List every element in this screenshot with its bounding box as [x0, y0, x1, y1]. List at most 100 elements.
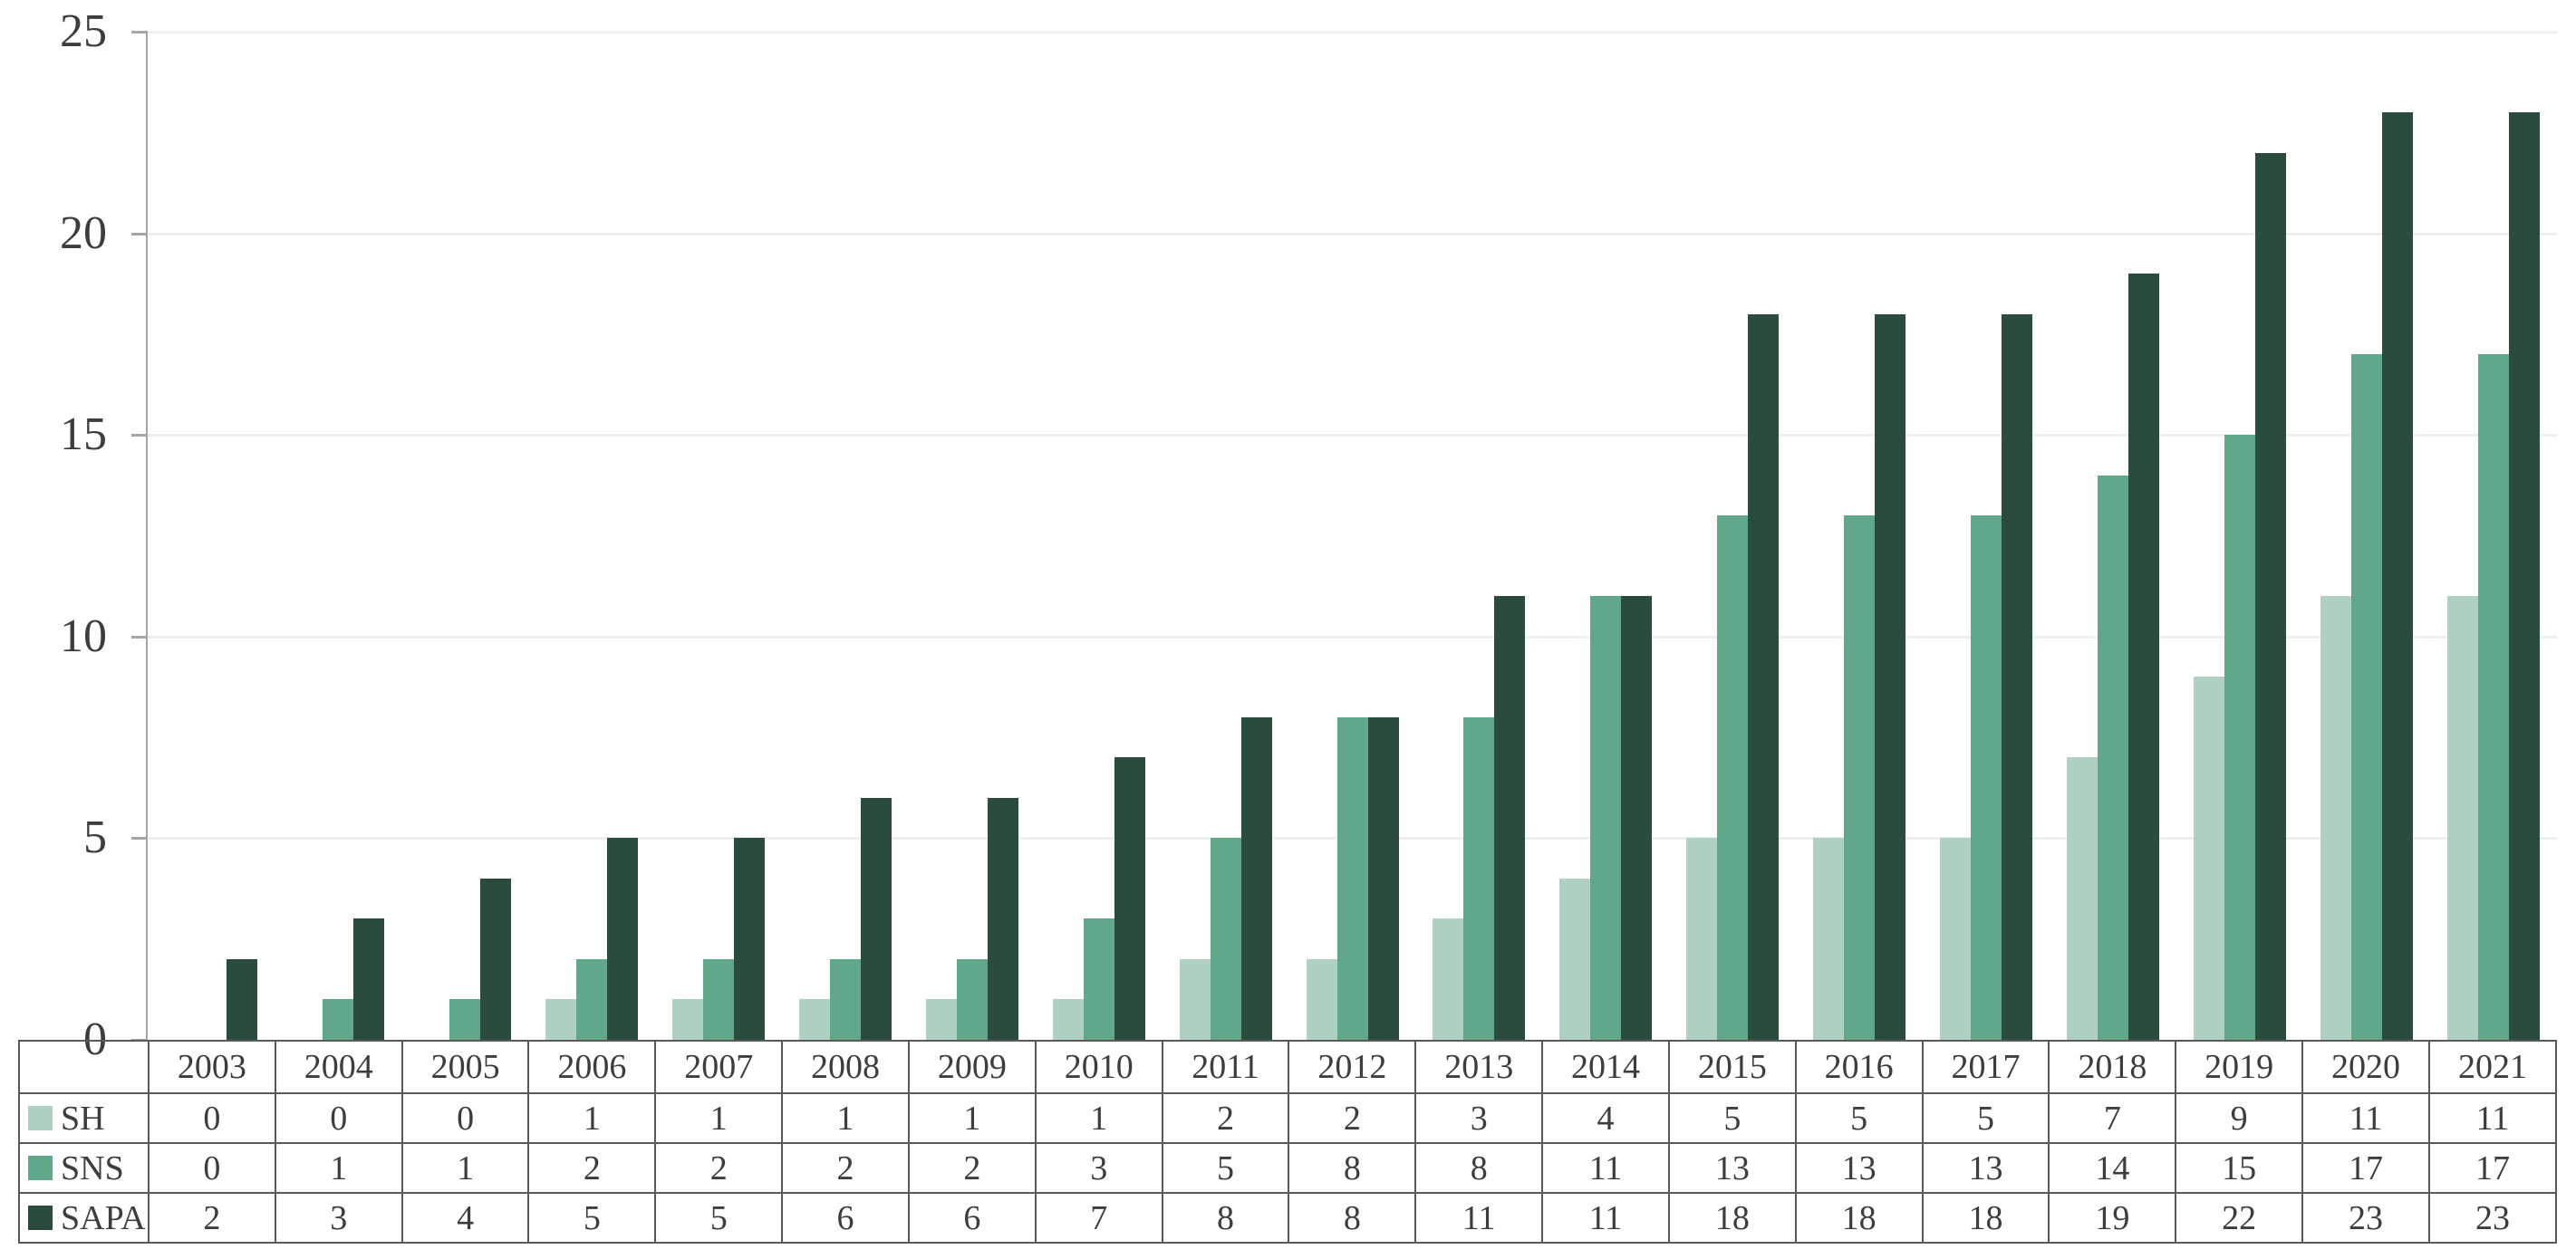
- value-cell-sh-2012: 2: [1288, 1092, 1417, 1144]
- value-cell-sapa-2012: 8: [1288, 1192, 1417, 1244]
- value-cell-sns-2019: 15: [2175, 1142, 2304, 1194]
- legend-cell-sh: SH: [18, 1092, 150, 1144]
- year-header-2016: 2016: [1794, 1040, 1924, 1094]
- y-axis-tick-25: [131, 31, 148, 34]
- bar-sns-2020: [2351, 354, 2382, 1040]
- bar-sapa-2010: [1114, 757, 1145, 1040]
- legend-swatch-sapa: [28, 1206, 53, 1230]
- value-cell-sh-2009: 1: [907, 1092, 1037, 1144]
- value-cell-sh-2003: 0: [148, 1092, 276, 1144]
- bar-sh-2021: [2447, 596, 2478, 1040]
- value-cell-sapa-2020: 23: [2301, 1192, 2430, 1244]
- legend-label-sh: SH: [61, 1099, 105, 1138]
- value-cell-sns-2004: 1: [274, 1142, 403, 1194]
- year-header-2020: 2020: [2301, 1040, 2430, 1094]
- value-cell-sns-2009: 2: [907, 1142, 1037, 1194]
- value-cell-sh-2004: 0: [274, 1092, 403, 1144]
- value-cell-sapa-2016: 18: [1794, 1192, 1924, 1244]
- bar-sapa-2012: [1368, 717, 1399, 1040]
- bar-sns-2010: [1084, 918, 1114, 1040]
- bar-sapa-2005: [480, 879, 511, 1040]
- bar-sapa-2004: [353, 918, 384, 1040]
- bar-sapa-2015: [1748, 314, 1779, 1040]
- value-cell-sns-2020: 17: [2301, 1142, 2430, 1194]
- value-cell-sns-2014: 11: [1541, 1142, 1670, 1194]
- value-cell-sns-2007: 2: [654, 1142, 784, 1194]
- bar-sh-2011: [1180, 959, 1211, 1040]
- value-cell-sh-2013: 3: [1414, 1092, 1544, 1144]
- gridline-15: [148, 434, 2557, 437]
- value-cell-sapa-2004: 3: [274, 1192, 403, 1244]
- bar-sh-2020: [2320, 596, 2351, 1040]
- value-cell-sh-2018: 7: [2048, 1092, 2177, 1144]
- bar-sh-2007: [672, 999, 703, 1040]
- value-cell-sapa-2015: 18: [1667, 1192, 1797, 1244]
- value-cell-sapa-2005: 4: [400, 1192, 530, 1244]
- value-cell-sapa-2019: 22: [2175, 1192, 2304, 1244]
- bar-sapa-2008: [861, 798, 892, 1040]
- bar-sns-2007: [703, 959, 734, 1040]
- bar-sapa-2007: [734, 838, 765, 1040]
- bar-sapa-2006: [607, 838, 638, 1040]
- value-cell-sns-2013: 8: [1414, 1142, 1544, 1194]
- bar-sns-2013: [1463, 717, 1494, 1040]
- value-cell-sns-2003: 0: [148, 1142, 276, 1194]
- year-header-2021: 2021: [2427, 1040, 2558, 1094]
- value-cell-sapa-2009: 6: [907, 1192, 1037, 1244]
- legend-swatch-sh: [28, 1106, 53, 1130]
- y-axis-tick-5: [131, 837, 148, 840]
- value-cell-sapa-2010: 7: [1034, 1192, 1163, 1244]
- y-axis-label-10: 10: [60, 610, 107, 662]
- year-header-2013: 2013: [1414, 1040, 1544, 1094]
- legend-label-sapa: SAPA: [61, 1198, 146, 1237]
- bar-sapa-2019: [2255, 153, 2286, 1040]
- value-cell-sh-2005: 0: [400, 1092, 530, 1144]
- year-header-2005: 2005: [400, 1040, 530, 1094]
- value-cell-sh-2007: 1: [654, 1092, 784, 1144]
- value-cell-sh-2015: 5: [1667, 1092, 1797, 1144]
- y-axis-line: [146, 32, 148, 1040]
- value-cell-sh-2006: 1: [527, 1092, 657, 1144]
- bar-sns-2016: [1844, 515, 1875, 1040]
- bar-sns-2019: [2224, 435, 2255, 1040]
- bar-sapa-2009: [988, 798, 1018, 1040]
- value-cell-sapa-2021: 23: [2427, 1192, 2558, 1244]
- value-cell-sapa-2006: 5: [527, 1192, 657, 1244]
- legend-entry-sapa: SAPA: [21, 1198, 147, 1238]
- value-cell-sns-2018: 14: [2048, 1142, 2177, 1194]
- bar-sns-2009: [957, 959, 988, 1040]
- value-cell-sapa-2003: 2: [148, 1192, 276, 1244]
- bar-sh-2018: [2067, 757, 2098, 1040]
- value-cell-sh-2010: 1: [1034, 1092, 1163, 1144]
- bar-sns-2004: [323, 999, 353, 1040]
- bar-sapa-2020: [2382, 112, 2413, 1040]
- bar-sns-2006: [576, 959, 607, 1040]
- bar-sh-2017: [1940, 838, 1971, 1040]
- bar-sns-2015: [1717, 515, 1748, 1040]
- year-header-2019: 2019: [2175, 1040, 2304, 1094]
- value-cell-sh-2020: 11: [2301, 1092, 2430, 1144]
- year-header-2004: 2004: [274, 1040, 403, 1094]
- value-cell-sns-2021: 17: [2427, 1142, 2558, 1194]
- value-cell-sapa-2008: 6: [781, 1192, 910, 1244]
- bar-sh-2015: [1686, 838, 1717, 1040]
- bar-sns-2005: [449, 999, 480, 1040]
- bar-sns-2018: [2098, 476, 2128, 1040]
- year-header-2009: 2009: [907, 1040, 1037, 1094]
- value-cell-sapa-2007: 5: [654, 1192, 784, 1244]
- value-cell-sh-2021: 11: [2427, 1092, 2558, 1144]
- bar-sns-2021: [2478, 354, 2509, 1040]
- value-cell-sh-2008: 1: [781, 1092, 910, 1144]
- year-header-2018: 2018: [2048, 1040, 2177, 1094]
- gridline-10: [148, 636, 2557, 639]
- value-cell-sns-2015: 13: [1667, 1142, 1797, 1194]
- y-axis-label-25: 25: [60, 5, 107, 57]
- y-axis-label-20: 20: [60, 207, 107, 259]
- bar-sapa-2021: [2509, 112, 2540, 1040]
- value-cell-sh-2019: 9: [2175, 1092, 2304, 1144]
- bar-sh-2016: [1813, 838, 1844, 1040]
- value-cell-sapa-2018: 19: [2048, 1192, 2177, 1244]
- table-row-sh: SH 0 0 0 1 1 1 1 1 2 2 3 4 5 5 5 7 9 11 11: [18, 1092, 2558, 1144]
- bar-sh-2013: [1433, 918, 1463, 1040]
- value-cell-sapa-2013: 11: [1414, 1192, 1544, 1244]
